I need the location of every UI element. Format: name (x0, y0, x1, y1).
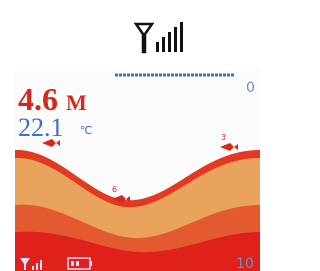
scale-bottom: 10 (236, 256, 254, 271)
depth-value: 4.6 (18, 81, 58, 117)
temperature-value: 22.1 (18, 113, 64, 142)
scale-top: 0 (246, 80, 255, 96)
temperature-unit: ℃ (80, 124, 92, 137)
fish-finder-screenshot: 6 3 4.6 M 22.1 ℃ 0 10 (0, 0, 260, 271)
screen: 6 3 4.6 M 22.1 ℃ 0 10 (15, 70, 260, 271)
fish-depth-label: 3 (221, 133, 226, 142)
fish-depth-label: 6 (112, 185, 117, 194)
depth-unit: M (66, 90, 87, 115)
